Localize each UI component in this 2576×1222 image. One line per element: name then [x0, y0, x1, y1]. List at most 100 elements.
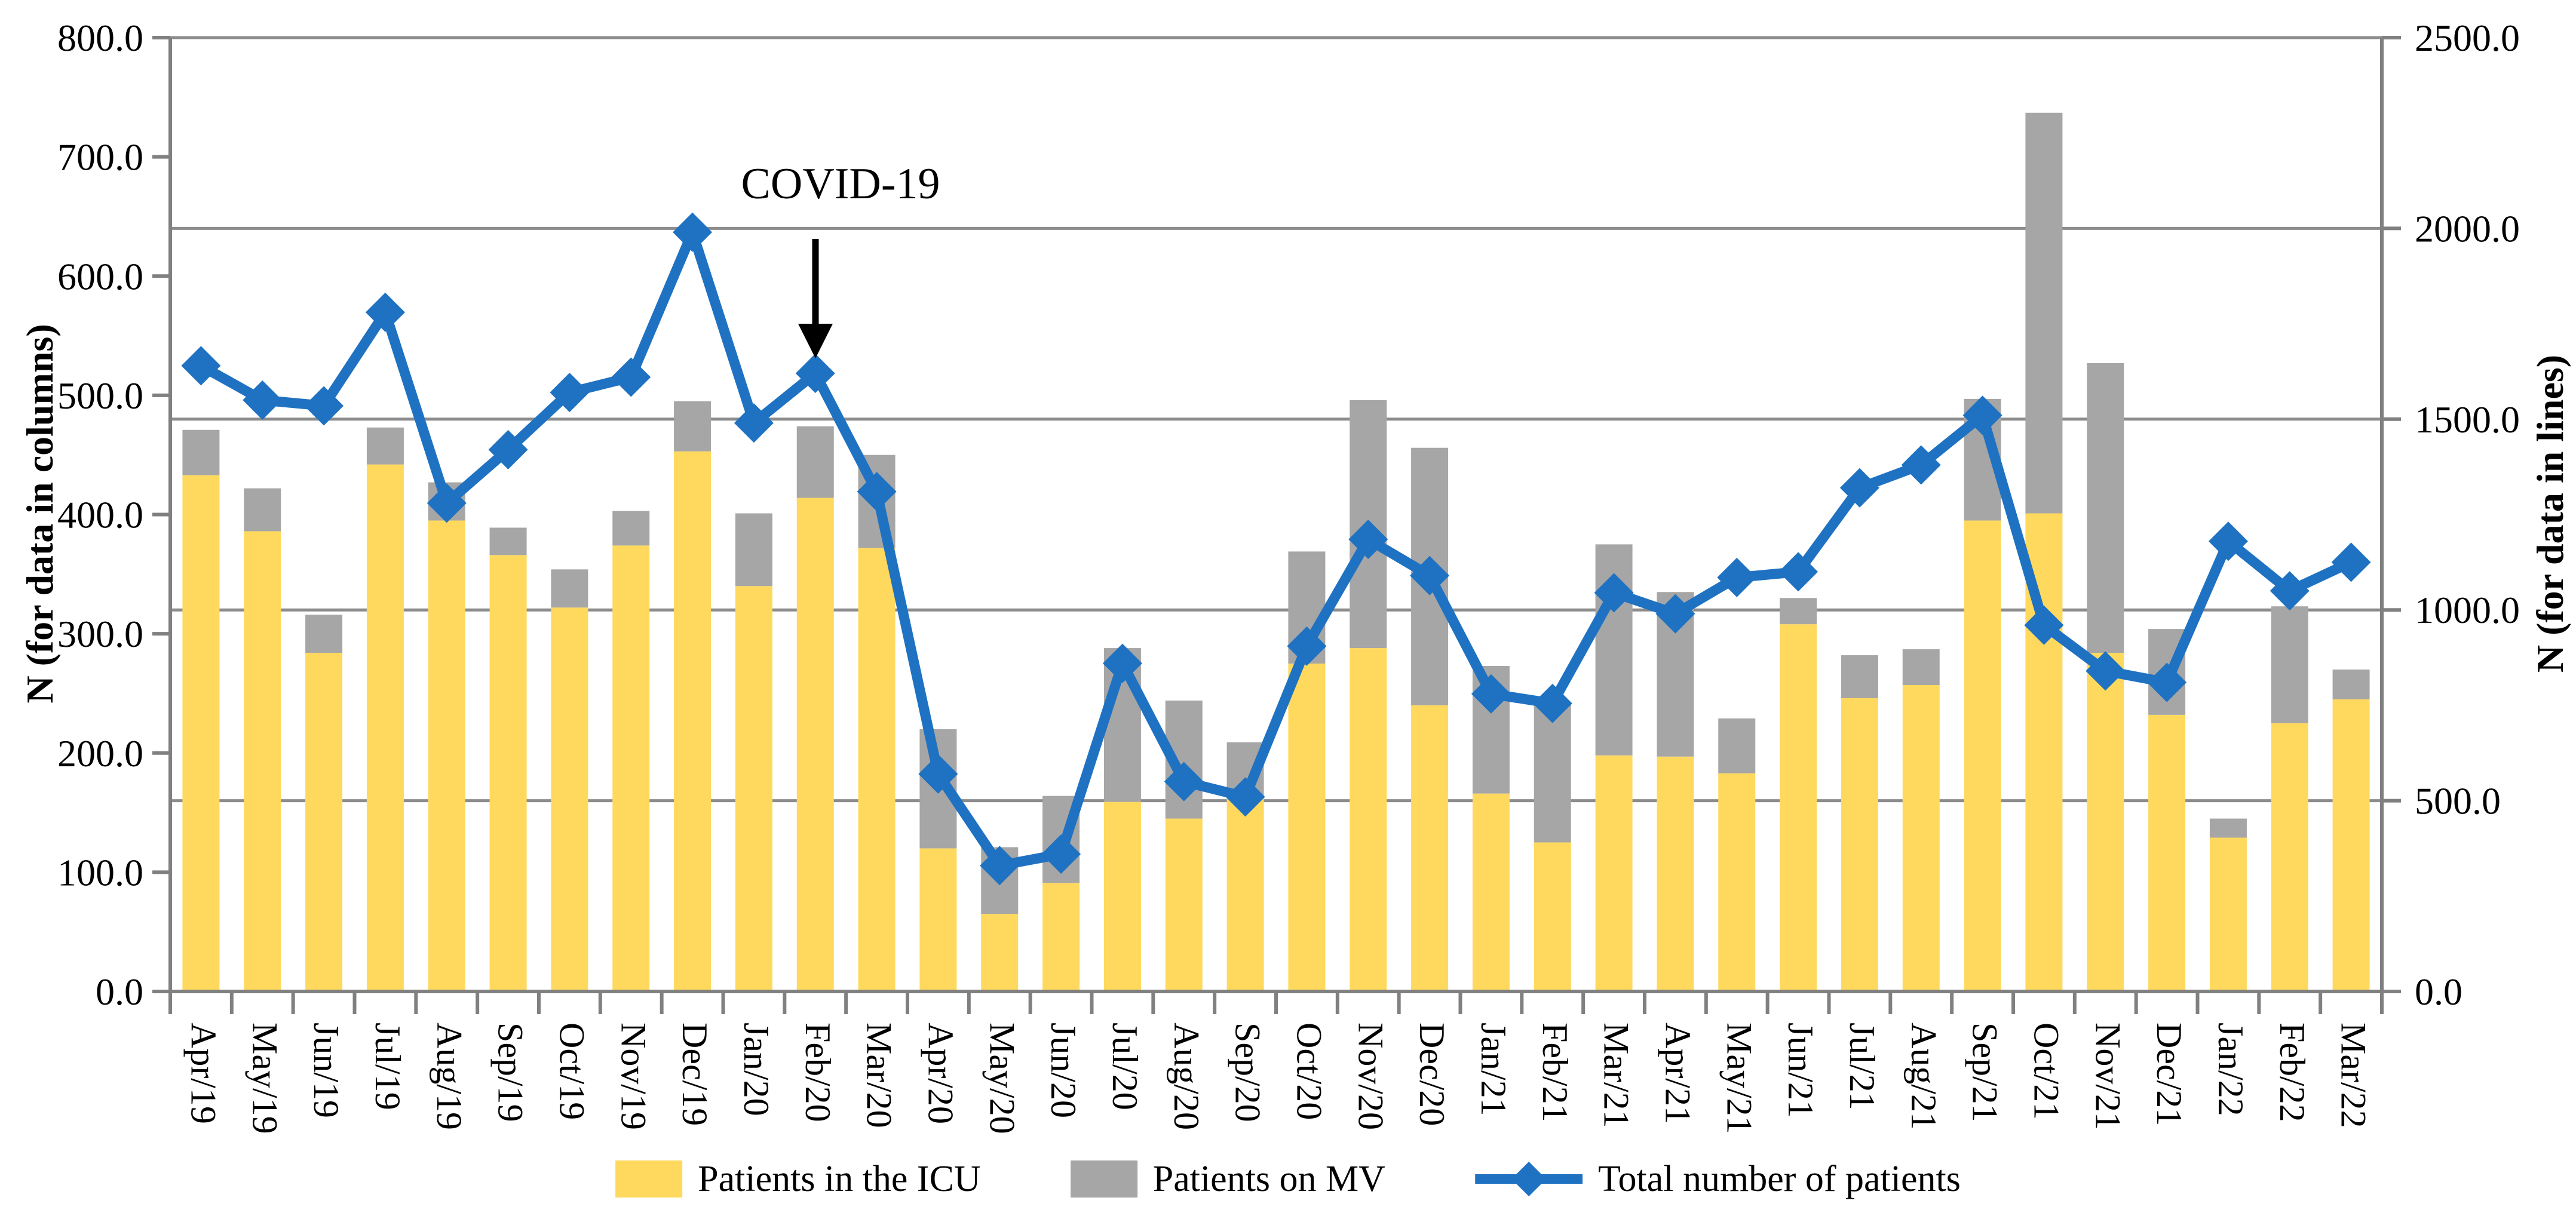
- bar-icu-Aug/21: [1902, 684, 1940, 991]
- line-point-Mar/22: [2331, 542, 2371, 582]
- line-point-Mar/20: [857, 472, 897, 512]
- bar-icu-Oct/20: [1288, 664, 1326, 991]
- line-point-Nov/19: [611, 357, 651, 397]
- x-label-May/20: May/20: [982, 1023, 1022, 1134]
- x-label-May/21: May/21: [1719, 1023, 1759, 1134]
- line-point-Jul/21: [1839, 468, 1879, 508]
- left-tick-label-500.0: 500.0: [57, 374, 143, 417]
- x-label-Jan/20: Jan/20: [737, 1023, 776, 1116]
- bar-mv-Nov/21: [2087, 363, 2124, 653]
- line-point-Sep/19: [488, 429, 528, 469]
- line-point-Oct/21: [2024, 605, 2064, 645]
- bar-icu-Apr/19: [182, 475, 220, 991]
- total-line: [195, 227, 2357, 871]
- bar-mv-Jul/19: [366, 427, 404, 465]
- line-point-Nov/20: [1348, 520, 1388, 560]
- right-tick-label-1500.0: 1500.0: [2415, 398, 2520, 441]
- line-point-Jun/20: [1041, 834, 1081, 874]
- x-label-Jun/19: Jun/19: [306, 1023, 346, 1118]
- line-point-Apr/20: [918, 754, 958, 794]
- bar-icu-Feb/22: [2271, 723, 2308, 991]
- x-label-Dec/19: Dec/19: [675, 1023, 714, 1126]
- x-label-Apr/19: Apr/19: [183, 1023, 223, 1124]
- bar-mv-Feb/21: [1534, 704, 1571, 843]
- x-label-Aug/20: Aug/20: [1167, 1023, 1206, 1130]
- line-point-Sep/21: [1962, 395, 2002, 435]
- x-label-Nov/19: Nov/19: [614, 1023, 653, 1130]
- left-axis-title: N (for data in columns): [19, 324, 61, 703]
- covid-annotation: COVID-19: [741, 159, 940, 358]
- bar-mv-Apr/19: [182, 429, 220, 475]
- bar-icu-Feb/21: [1534, 842, 1571, 991]
- bar-icu-Jun/19: [305, 653, 343, 991]
- legend-label-icu: Patients in the ICU: [698, 1159, 981, 1199]
- right-tick-label-2500.0: 2500.0: [2415, 17, 2520, 59]
- left-tick-label-200.0: 200.0: [57, 732, 143, 775]
- line-point-Aug/19: [427, 483, 467, 523]
- bar-icu-Jan/21: [1472, 793, 1510, 991]
- right-tick-label-2000.0: 2000.0: [2415, 207, 2520, 250]
- line-point-Jul/20: [1102, 643, 1142, 683]
- bar-mv-Jul/21: [1841, 655, 1878, 698]
- line-point-Oct/19: [550, 373, 590, 413]
- line-point-Nov/21: [2086, 651, 2126, 691]
- legend-label-total: Total number of patients: [1597, 1159, 1961, 1199]
- x-label-Oct/21: Oct/21: [2026, 1023, 2066, 1120]
- bar-mv-Nov/19: [612, 511, 650, 546]
- x-label-Feb/22: Feb/22: [2273, 1023, 2312, 1122]
- chart-legend: Patients in the ICU Patients on MV Total…: [615, 1160, 1961, 1198]
- total-line-marker-icon: [1474, 1162, 1583, 1196]
- bar-icu-Jul/21: [1841, 698, 1878, 991]
- bar-icu-Oct/19: [551, 607, 588, 991]
- bar-icu-May/19: [244, 531, 281, 991]
- left-tick-label-600.0: 600.0: [57, 255, 143, 297]
- x-label-Nov/21: Nov/21: [2088, 1023, 2127, 1130]
- bar-icu-Mar/21: [1595, 755, 1633, 991]
- line-point-Feb/20: [795, 354, 835, 394]
- x-label-Dec/20: Dec/20: [1412, 1023, 1452, 1126]
- line-point-Jun/21: [1778, 552, 1818, 592]
- x-label-Apr/20: Apr/20: [921, 1023, 960, 1124]
- bar-icu-Sep/19: [489, 555, 527, 991]
- bar-mv-Feb/20: [796, 426, 834, 498]
- bar-icu-Mar/20: [858, 548, 896, 991]
- x-label-Sep/19: Sep/19: [491, 1023, 530, 1122]
- right-tick-label-500.0: 500.0: [2415, 780, 2501, 822]
- bar-icu-Apr/21: [1657, 756, 1694, 991]
- bar-icu-Nov/21: [2087, 653, 2124, 991]
- bar-mv-Dec/19: [674, 401, 712, 452]
- x-label-Oct/20: Oct/20: [1289, 1023, 1329, 1120]
- right-axis-title: N (for data in lines): [2529, 355, 2571, 673]
- x-label-Mar/20: Mar/20: [860, 1023, 899, 1128]
- bar-icu-Aug/20: [1165, 818, 1203, 991]
- icu-swatch-icon: [615, 1160, 683, 1198]
- bar-icu-Dec/21: [2148, 714, 2186, 991]
- bar-mv-Jun/19: [305, 615, 343, 653]
- left-tick-label-100.0: 100.0: [57, 851, 143, 894]
- bar-mv-Mar/22: [2332, 670, 2370, 699]
- covid-annotation-label: COVID-19: [741, 159, 940, 208]
- line-point-Dec/20: [1410, 555, 1450, 595]
- bar-icu-Apr/20: [919, 848, 957, 991]
- bar-icu-Dec/19: [674, 451, 712, 991]
- bar-mv-Sep/19: [489, 527, 527, 555]
- bar-mv-Jan/22: [2209, 818, 2247, 838]
- bar-mv-Jan/20: [735, 513, 772, 587]
- line-point-Dec/21: [2147, 662, 2187, 702]
- line-point-Aug/20: [1164, 762, 1204, 802]
- bar-icu-Mar/22: [2332, 699, 2370, 991]
- bar-mv-Aug/21: [1902, 649, 1940, 685]
- line-point-May/19: [243, 380, 283, 420]
- bar-icu-Sep/20: [1226, 798, 1264, 991]
- bar-icu-Jun/20: [1042, 883, 1080, 991]
- x-label-Jun/20: Jun/20: [1044, 1023, 1083, 1118]
- line-point-May/21: [1717, 557, 1757, 597]
- x-label-Jul/20: Jul/20: [1105, 1023, 1145, 1110]
- line-point-Jul/19: [365, 292, 405, 332]
- line-point-Feb/21: [1532, 683, 1572, 723]
- x-label-Feb/21: Feb/21: [1535, 1023, 1575, 1122]
- x-label-Nov/20: Nov/20: [1351, 1023, 1390, 1130]
- bar-icu-Jul/19: [366, 464, 404, 991]
- x-label-Mar/21: Mar/21: [1597, 1023, 1636, 1128]
